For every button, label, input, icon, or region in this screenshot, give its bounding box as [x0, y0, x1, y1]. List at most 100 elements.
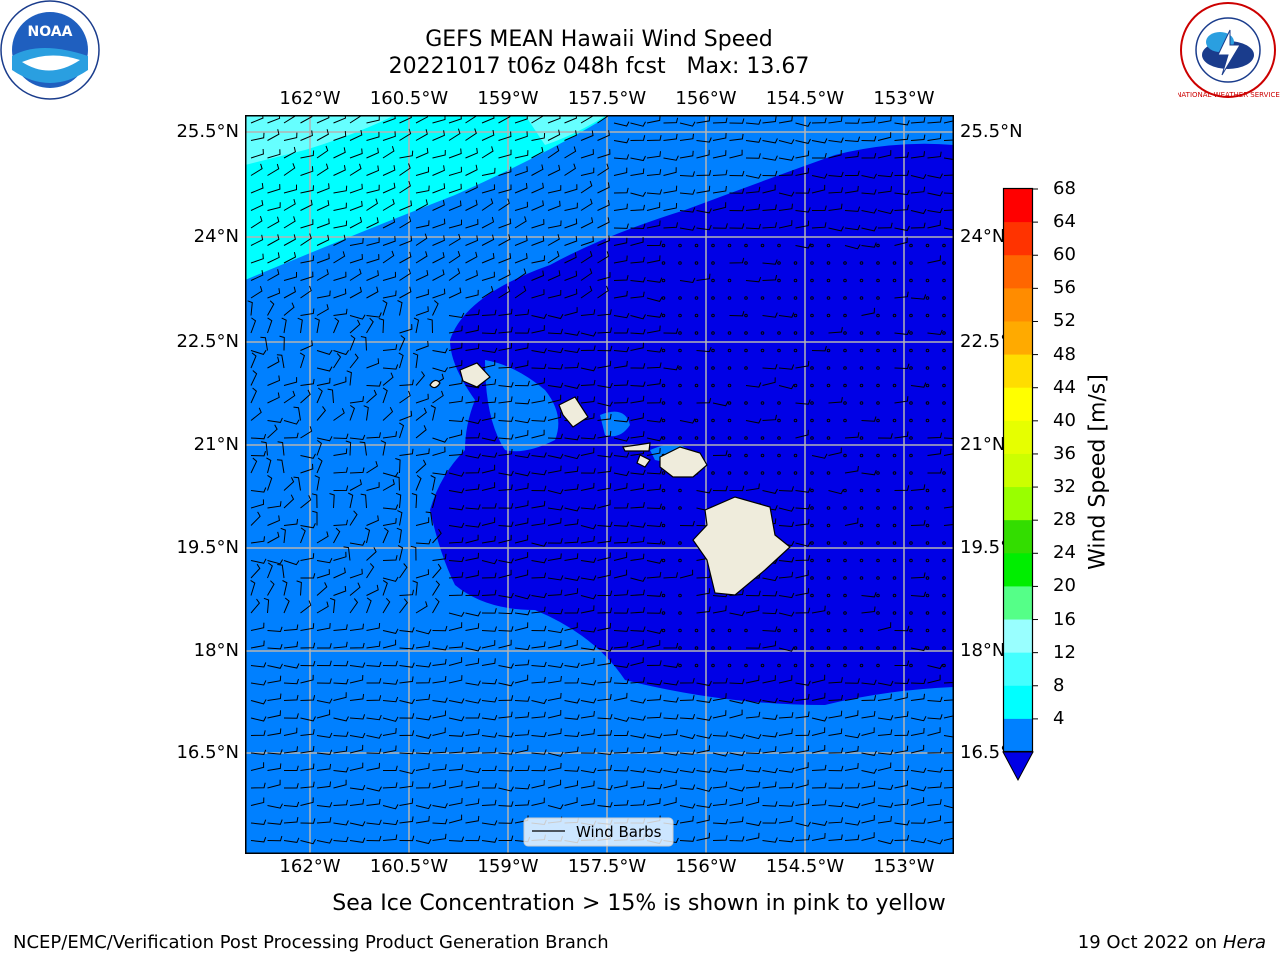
colorbar-tick-label: 56 [1053, 277, 1076, 299]
wind-barb [795, 220, 810, 229]
wind-barb [547, 692, 562, 701]
wind-barb [498, 681, 514, 687]
wind-barb [613, 716, 630, 722]
wind-barb [795, 150, 810, 159]
wind-barb [333, 448, 348, 456]
wind-barb [382, 372, 394, 386]
calm-wind-marker [909, 663, 913, 668]
wind-barb [397, 545, 404, 561]
wind-barb [465, 343, 480, 351]
wind-barb [366, 762, 380, 771]
wind-barb [696, 588, 711, 596]
calm-wind-marker [876, 506, 880, 510]
wind-barb [300, 453, 316, 459]
wind-barb [597, 676, 612, 684]
wind-barb [498, 749, 514, 755]
wind-barb [811, 345, 827, 352]
wind-barb [580, 798, 596, 806]
wind-barb [696, 832, 710, 841]
wind-barb [283, 302, 295, 316]
wind-barb [745, 204, 761, 211]
wind-barb [811, 605, 826, 614]
wind-barb [531, 661, 547, 668]
wind-barb [861, 152, 877, 159]
calm-wind-marker [694, 436, 699, 440]
wind-barb [762, 204, 777, 211]
wind-barb [712, 401, 729, 407]
wind-barb [432, 390, 444, 404]
wind-barb [448, 505, 465, 511]
wind-barb [415, 569, 430, 579]
wind-barb [828, 489, 844, 495]
wind-barb [564, 307, 578, 316]
wind-barb [349, 434, 366, 441]
wind-barb [514, 569, 529, 579]
wind-barb [316, 163, 329, 176]
wind-barb [482, 503, 497, 509]
wind-barb [531, 313, 547, 319]
wind-barb [448, 166, 463, 176]
wind-barb [415, 517, 430, 526]
lon-tick-bottom: 162°W [279, 856, 341, 877]
wind-barb [597, 607, 613, 614]
calm-wind-marker [892, 506, 897, 510]
wind-barb [283, 163, 296, 176]
wind-barb [412, 352, 419, 369]
calm-wind-marker [744, 436, 748, 440]
wind-barb [267, 779, 281, 789]
wind-barb [564, 330, 580, 336]
calm-wind-marker [711, 366, 715, 370]
wind-barb [382, 299, 388, 316]
wind-barb [696, 149, 710, 159]
calm-wind-marker [678, 593, 682, 598]
calm-wind-marker [942, 296, 946, 300]
wind-barb [646, 189, 663, 195]
wind-barb [613, 397, 629, 404]
wind-barb [247, 300, 253, 316]
wind-barb [778, 364, 795, 370]
wind-barb [333, 202, 347, 211]
wind-barb [597, 360, 612, 369]
wind-barb [795, 779, 809, 789]
wind-barb [333, 185, 348, 194]
wind-barb [283, 286, 296, 299]
colorbar-tick-label: 12 [1053, 641, 1076, 663]
calm-wind-marker [843, 663, 847, 668]
wind-barb [498, 711, 513, 719]
wind-barb [498, 131, 512, 141]
lon-tick-bottom: 157.5°W [567, 856, 647, 877]
wind-barb [646, 469, 663, 475]
wind-barb [316, 569, 330, 579]
wind-barb [498, 218, 512, 229]
lon-tick-bottom: 153°W [873, 856, 935, 877]
wind-barb [399, 335, 406, 351]
wind-barb [564, 252, 577, 264]
wind-barb [580, 434, 597, 440]
wind-barb [927, 727, 941, 736]
wind-barb [432, 252, 445, 264]
island-lanai [636, 454, 651, 468]
wind-barb [415, 475, 422, 491]
wind-barb [382, 479, 395, 491]
wind-barb [927, 468, 943, 474]
wind-barb [778, 155, 795, 161]
calm-wind-marker [859, 296, 864, 300]
calm-wind-marker [694, 646, 699, 650]
wind-barb [580, 447, 595, 456]
wind-barb [250, 762, 265, 771]
wind-barb [316, 234, 330, 246]
wind-barb [811, 820, 828, 826]
wind-barb [729, 709, 743, 719]
colorbar-swatch [1003, 387, 1033, 422]
wind-barb [316, 582, 328, 596]
wind-barb [465, 646, 481, 652]
calm-wind-marker [942, 278, 946, 283]
wind-barb [580, 379, 596, 386]
calm-wind-marker [760, 348, 765, 353]
wind-barb [646, 169, 662, 176]
wind-barb [811, 782, 827, 789]
wind-barb [498, 558, 514, 564]
wind-barb [481, 559, 498, 565]
wind-barb [745, 733, 762, 740]
wind-barb [795, 555, 811, 561]
